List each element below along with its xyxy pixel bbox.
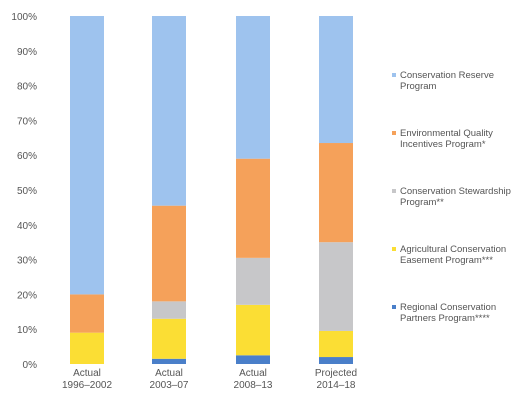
bar-segment bbox=[236, 257, 270, 305]
legend-swatch bbox=[392, 73, 396, 77]
y-axis: 0% 10% 20% 30% 40% 50% 60% 70% 80% 90% 100% bbox=[11, 12, 37, 371]
y-tick-label: 80% bbox=[17, 82, 37, 93]
legend-item: Conservation Stewardship Program** bbox=[392, 186, 529, 244]
bar-segment bbox=[152, 301, 186, 319]
y-tick-label: 30% bbox=[17, 256, 37, 267]
legend-label: Environmental Quality Incentives Program… bbox=[400, 128, 493, 150]
legend-label: Conservation Reserve Program bbox=[400, 70, 494, 92]
bar-segment bbox=[70, 294, 104, 333]
y-tick-label: 0% bbox=[23, 360, 38, 371]
bar-segment bbox=[70, 332, 104, 364]
y-tick-label: 50% bbox=[17, 186, 37, 197]
y-tick-label: 20% bbox=[17, 290, 37, 301]
legend-swatch bbox=[392, 247, 396, 251]
x-category-label: Actual 2008–13 bbox=[234, 368, 273, 391]
legend-item: Conservation Reserve Program bbox=[392, 70, 529, 128]
bar-segment bbox=[152, 16, 186, 206]
y-tick-label: 60% bbox=[17, 151, 37, 162]
x-category-label: Actual 1996–2002 bbox=[62, 368, 112, 391]
x-category-label: Actual 2003–07 bbox=[150, 368, 189, 391]
legend-swatch bbox=[392, 189, 396, 193]
legend-item: Agricultural Conservation Easement Progr… bbox=[392, 244, 529, 302]
chart-legend: Conservation Reserve Program Environmenta… bbox=[392, 70, 529, 360]
legend-item: Environmental Quality Incentives Program… bbox=[392, 128, 529, 186]
bar-segment bbox=[319, 16, 353, 144]
bar-segment bbox=[70, 16, 104, 295]
bar-segment bbox=[236, 16, 270, 159]
bar-segment bbox=[236, 158, 270, 258]
bars bbox=[70, 16, 353, 364]
x-axis: Actual 1996–2002 Actual 2003–07 Actual 2008–1… bbox=[62, 368, 357, 391]
y-tick-label: 90% bbox=[17, 47, 37, 58]
x-category-label: Projected 2014–18 bbox=[315, 368, 357, 391]
y-tick-label: 40% bbox=[17, 221, 37, 232]
y-tick-label: 10% bbox=[17, 325, 37, 336]
bar-segment bbox=[236, 355, 270, 364]
bar-segment bbox=[319, 143, 353, 243]
y-tick-label: 100% bbox=[11, 12, 37, 23]
bar-segment bbox=[319, 357, 353, 364]
bar-segment bbox=[152, 205, 186, 302]
y-tick-label: 70% bbox=[17, 116, 37, 127]
bar-segment bbox=[319, 330, 353, 358]
bar-segment bbox=[319, 242, 353, 331]
legend-swatch bbox=[392, 131, 396, 135]
legend-swatch bbox=[392, 305, 396, 309]
legend-item: Regional Conservation Partners Program**… bbox=[392, 302, 529, 360]
bar-segment bbox=[152, 318, 186, 359]
legend-label: Conservation Stewardship Program** bbox=[400, 186, 511, 208]
bar-segment bbox=[236, 304, 270, 356]
legend-label: Agricultural Conservation Easement Progr… bbox=[400, 244, 507, 266]
legend-label: Regional Conservation Partners Program**… bbox=[400, 302, 497, 324]
bar-segment bbox=[152, 358, 186, 364]
